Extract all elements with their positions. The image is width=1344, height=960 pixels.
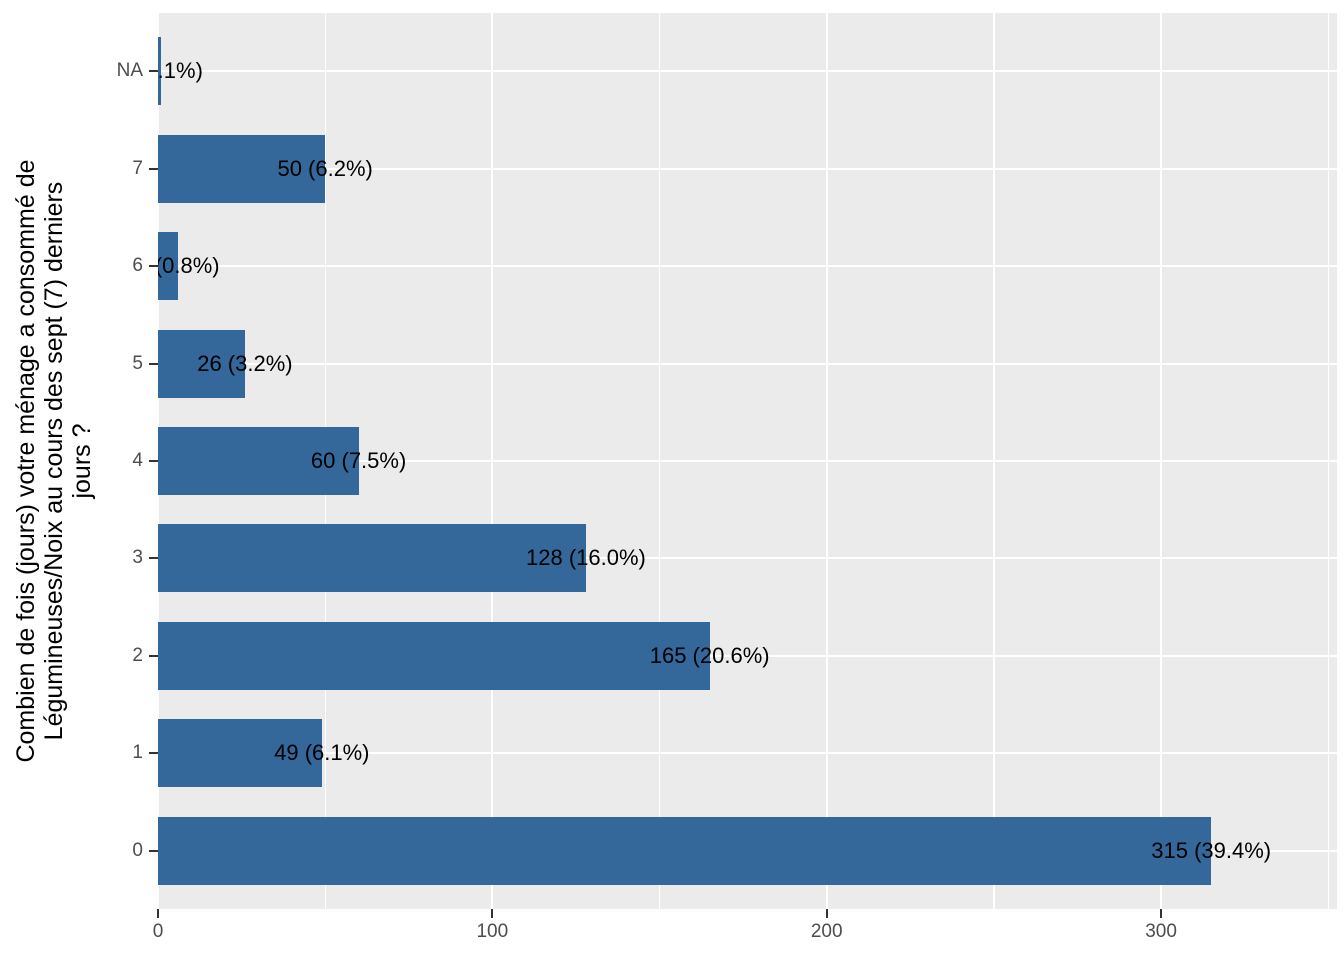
x-tick-label-100: 100 (476, 921, 509, 942)
bar-value-label: 50 (6.2%) (277, 155, 373, 181)
x-tick-label-200: 200 (810, 921, 843, 942)
major-gridline-horizontal (158, 167, 1337, 170)
bar-category-7 (158, 134, 326, 203)
bar-category-6 (158, 232, 179, 301)
bar-category-3 (158, 524, 586, 593)
major-gridline-horizontal (158, 654, 1337, 657)
bar-value-label: 1 (0.1%) (158, 58, 203, 84)
bar-category-2 (158, 621, 710, 690)
y-tick-mark (149, 654, 158, 657)
y-tick-label-1: 1 (132, 742, 143, 764)
bar-value-label: 60 (7.5%) (310, 448, 407, 473)
y-tick-mark (149, 849, 158, 852)
bar-value-label: 128 (16.0%) (526, 545, 646, 571)
x-tick-mark (825, 909, 828, 918)
y-tick-mark (149, 70, 158, 73)
x-tick-label-0: 0 (152, 921, 164, 942)
y-tick-label-4: 4 (132, 450, 143, 471)
y-tick-label-7: 7 (132, 157, 143, 179)
x-tick-label-300: 300 (1145, 921, 1177, 942)
x-tick-mark (1160, 909, 1163, 918)
bar-value-label: 6 (0.8%) (158, 253, 220, 279)
major-gridline-horizontal (158, 752, 1337, 755)
bar-value-label: 49 (6.1%) (274, 740, 370, 766)
x-tick-mark (157, 909, 159, 918)
y-tick-mark (149, 460, 158, 462)
y-tick-label-2: 2 (132, 644, 143, 666)
y-tick-label-3: 3 (132, 547, 143, 569)
y-tick-label-0: 0 (132, 839, 143, 861)
y-tick-mark (149, 167, 158, 170)
y-tick-label-5: 5 (132, 352, 143, 374)
bar-value-label: 315 (39.4%) (1151, 837, 1272, 863)
bar-category-1 (158, 719, 322, 788)
bar-category-NA (158, 37, 162, 106)
major-gridline-horizontal (158, 265, 1337, 268)
major-gridline-horizontal (158, 460, 1337, 462)
plot-panel: 1 (0.1%) 50 (6.2%) 6 (0.8%) 26 (3.2%) 60 (7.… (158, 13, 1337, 909)
bar-value-label: 26 (3.2%) (197, 350, 293, 376)
y-tick-mark (149, 557, 158, 560)
bar-category-4 (158, 427, 359, 495)
y-tick-mark (149, 752, 158, 755)
bar-value-label: 165 (20.6%) (649, 642, 770, 668)
bar-category-0 (158, 816, 1212, 885)
major-gridline-horizontal (158, 70, 1337, 73)
y-tick-mark (149, 362, 158, 365)
y-tick-mark (149, 265, 158, 268)
y-tick-label-NA: NA (116, 60, 143, 82)
y-tick-label-6: 6 (132, 255, 143, 277)
bar-category-5 (158, 329, 245, 398)
major-gridline-horizontal (158, 362, 1337, 365)
x-tick-mark (491, 909, 494, 918)
major-gridline-horizontal (158, 557, 1337, 560)
